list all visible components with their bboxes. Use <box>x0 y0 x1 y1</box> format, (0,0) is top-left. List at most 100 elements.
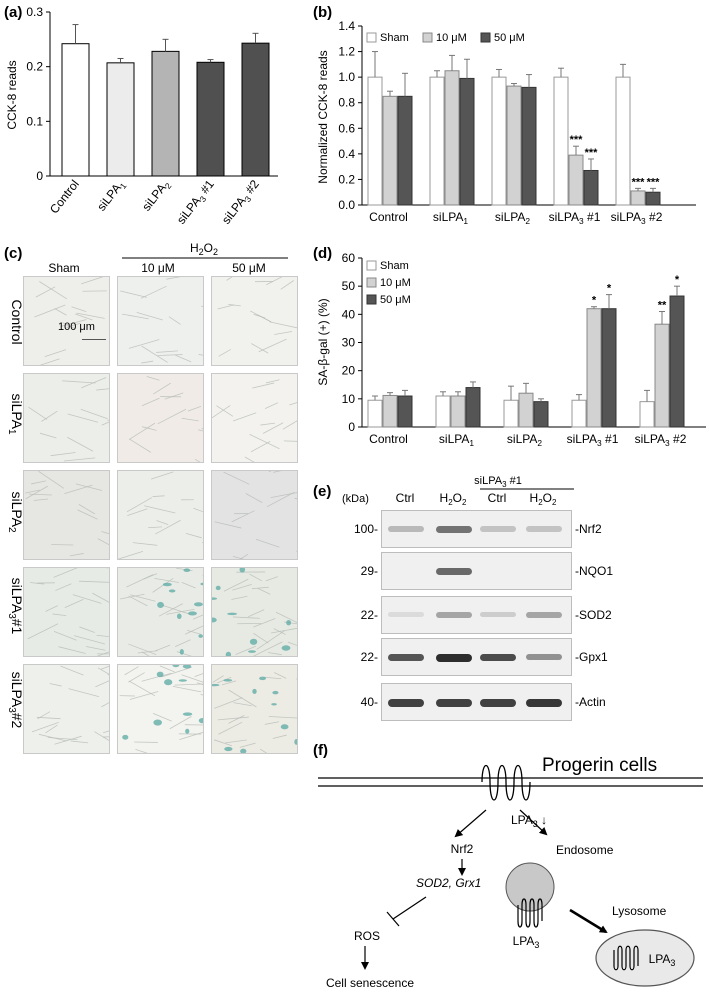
micrograph-cell <box>157 354 183 356</box>
micrograph-cell <box>248 609 265 618</box>
micrograph-cell <box>266 492 295 508</box>
micrograph-cell <box>198 354 203 356</box>
micrograph-cell <box>36 716 61 720</box>
micrograph-cell <box>228 715 245 724</box>
scale-bar-label: 100 μm <box>58 321 95 333</box>
panel-d-significance: * <box>675 274 680 286</box>
panel-c-col-10um: 10 μM <box>141 261 175 275</box>
micrograph-cell <box>265 576 278 582</box>
lpa3-receptor-lysosome <box>613 945 639 971</box>
micrograph-cell <box>202 690 203 692</box>
lpa3-endosome-label: LPA3 <box>513 934 540 950</box>
micrograph-silpa3-2-50um <box>211 664 298 754</box>
micrograph-silpa3-1-50um <box>211 567 298 657</box>
micrograph-silpa2-10um <box>117 470 204 560</box>
micrograph-cell <box>294 497 297 500</box>
micrograph-cell <box>221 680 237 686</box>
micrograph-cell <box>175 639 191 648</box>
panel-d-ytick-label: 40 <box>342 307 356 321</box>
panel-d-bar <box>533 401 549 428</box>
panel-b-category-label: siLPA3 #1 <box>549 210 601 226</box>
micrograph-cell <box>141 651 150 656</box>
micrograph-cell <box>136 312 163 321</box>
micrograph-cell <box>35 286 56 298</box>
micrograph-cell <box>28 493 52 496</box>
micrograph-cell <box>67 436 94 452</box>
panel-d-significance: ** <box>658 300 667 312</box>
micrograph-cell <box>52 613 67 617</box>
micrograph-cell <box>75 483 103 491</box>
micrograph-cell <box>214 697 243 709</box>
micrograph-cell <box>249 573 263 582</box>
panel-b-ytick-label: 1.0 <box>338 70 355 84</box>
blot-band <box>388 699 424 707</box>
panel-b-significance: *** <box>632 176 646 188</box>
panel-b-bar <box>459 77 475 206</box>
stained-cell <box>212 683 220 687</box>
panel-b-significance: *** <box>585 147 599 159</box>
micrograph-cell <box>269 321 297 329</box>
micrograph-cell <box>109 568 110 570</box>
panel-b-bar <box>444 70 460 206</box>
panel-d-bar <box>639 401 655 428</box>
panel-d-category-label: Control <box>369 432 408 446</box>
panel-a-ytick-label: 0.1 <box>26 114 43 128</box>
micrograph-cell <box>264 402 278 409</box>
blot-band <box>436 654 472 662</box>
micrograph-cell <box>50 452 76 457</box>
micrograph-texture <box>212 379 297 462</box>
micrograph-cell <box>141 345 168 363</box>
stained-cell <box>178 679 187 682</box>
stained-cell <box>193 602 203 607</box>
micrograph-cell <box>257 314 272 323</box>
micrograph-cell <box>39 432 57 439</box>
panel-d-category-label: siLPA2 <box>507 432 542 448</box>
lpa3-receptor-endosome <box>517 898 543 928</box>
micrograph-cell <box>141 397 160 407</box>
stained-cell <box>249 638 258 645</box>
micrograph-cell <box>166 608 195 615</box>
micrograph-cell <box>226 277 233 281</box>
panel-a-bar <box>151 50 180 177</box>
blot-band <box>480 699 516 707</box>
micrograph-silpa1-10um <box>117 373 204 463</box>
micrograph-cell <box>37 711 51 720</box>
stained-cell <box>182 712 193 716</box>
blot-mw-label: 22- <box>360 650 378 664</box>
panel-a-category-label: siLPA3 #1 <box>174 177 219 228</box>
micrograph-cell <box>216 405 234 417</box>
micrograph-cell <box>49 683 62 687</box>
micrograph-cell <box>122 313 149 320</box>
panel-b-bar <box>615 76 631 206</box>
micrograph-cell <box>225 739 247 744</box>
micrograph-cell <box>156 350 179 353</box>
stained-cell <box>179 648 184 655</box>
blot-strip <box>381 638 572 676</box>
stained-cell <box>286 619 292 626</box>
micrograph-cell <box>154 577 179 583</box>
micrograph-cell <box>257 587 271 595</box>
micrograph-cell <box>289 402 297 406</box>
micrograph-cell <box>143 573 158 580</box>
panel-c-row-control: Control <box>9 299 25 344</box>
panel-f-diagram: Progerin cells LPA3 ↓ Nrf2 SOD2, Grx1 RO… <box>318 755 703 990</box>
panel-d-ytick-label: 20 <box>342 364 356 378</box>
panel-b-bar <box>630 190 646 206</box>
ros-label: ROS <box>354 929 380 943</box>
panel-d-ytick-label: 50 <box>342 279 356 293</box>
stained-cell <box>198 717 203 724</box>
panel-d-legend-label: 10 μM <box>380 277 411 289</box>
panel-d-ytick-label: 10 <box>342 392 356 406</box>
micrograph-cell <box>280 280 294 290</box>
panel-d-ytick-label: 0 <box>348 420 355 434</box>
micrograph-cell <box>96 388 109 391</box>
micrograph-cell <box>126 497 153 513</box>
micrograph-cell <box>228 689 257 708</box>
nrf2-label: Nrf2 <box>451 842 474 856</box>
micrograph-cell <box>38 471 65 489</box>
panel-letter-c: (c) <box>4 245 22 262</box>
micrograph-cell <box>157 408 187 425</box>
micrograph-cell <box>166 277 182 280</box>
stained-cell <box>215 585 221 591</box>
panel-c-col-sham: Sham <box>48 261 79 275</box>
